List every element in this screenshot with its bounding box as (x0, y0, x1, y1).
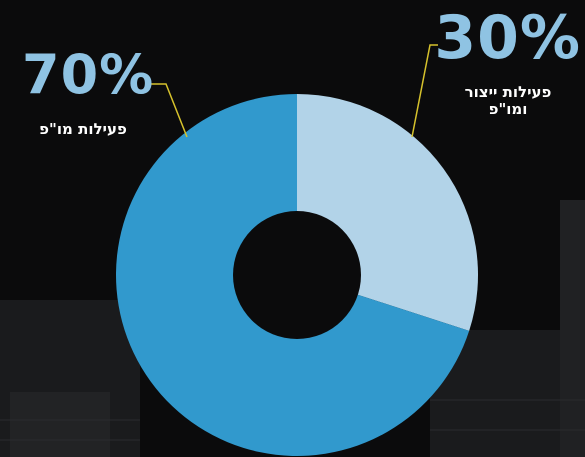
percent-label-70: 70% (22, 43, 155, 106)
leader-line-30 (411, 44, 438, 138)
slice-label-production-rnd: פעילות ייצור ומו"פ (464, 83, 552, 118)
slice-label-rnd: פעילות מו"פ (39, 120, 127, 138)
percent-label-30: 30% (434, 3, 581, 73)
donut-hole (233, 211, 361, 339)
leader-line-70 (146, 83, 188, 138)
